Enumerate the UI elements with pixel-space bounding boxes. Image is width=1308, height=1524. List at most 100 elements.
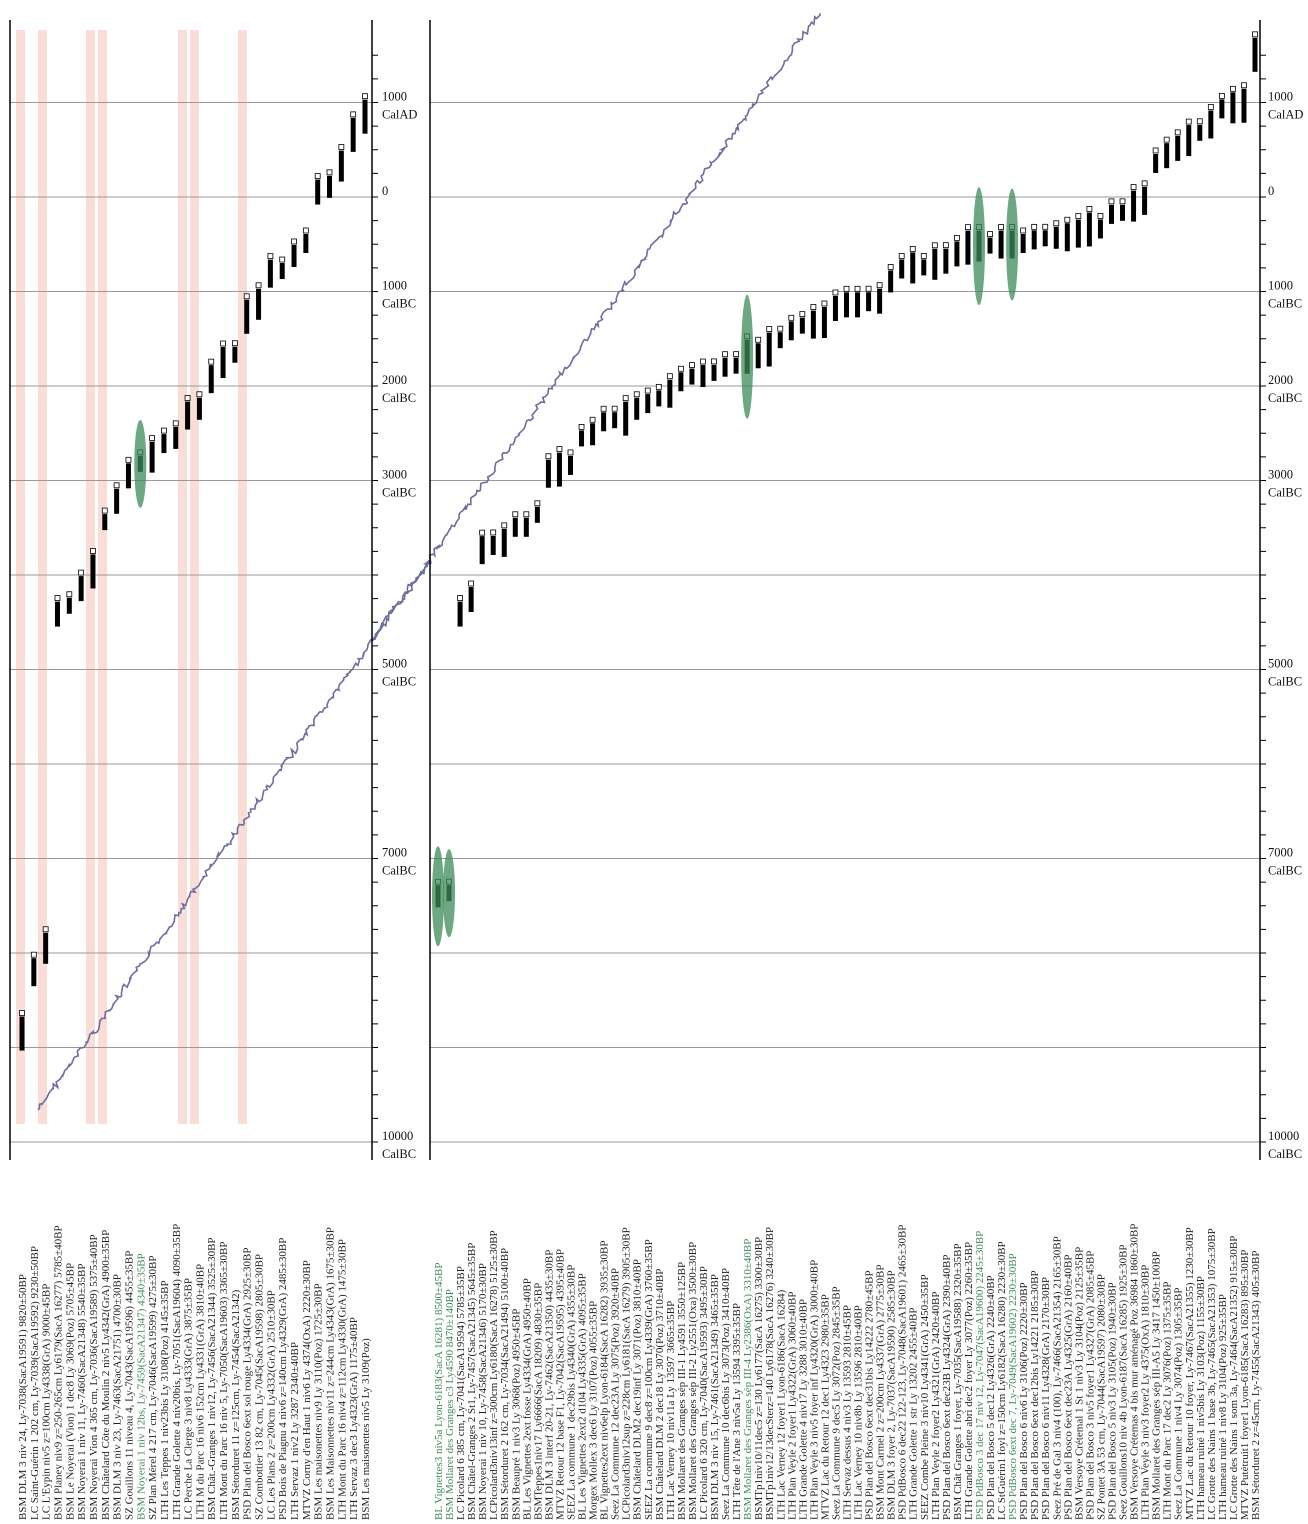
- sample-label: BSM Sétorduret 2 z=45cm, Ly-7455(SacA213…: [1250, 1251, 1262, 1521]
- date-bar: [877, 288, 883, 314]
- sample-label: BSM Mollaret des Granges sép III-2 Ly255…: [687, 1242, 699, 1520]
- date-bar: [1252, 37, 1258, 72]
- date-box: [208, 358, 215, 365]
- date-box: [302, 227, 309, 234]
- date-box: [942, 242, 949, 249]
- sample-label: LC Grotte des Nains 1 som 3a, Ly-7464(Sa…: [1228, 1236, 1240, 1520]
- date-bar: [965, 230, 971, 265]
- date-bar: [722, 357, 728, 377]
- sample-label: LTH Grande Golette abri dec2 foyer Ly 30…: [963, 1242, 975, 1520]
- date-bar: [43, 932, 49, 964]
- date-bar: [832, 295, 838, 321]
- calibrated-dates: [19, 31, 1258, 1051]
- pink-band-0: [16, 30, 25, 1124]
- sample-label: LTH Servaz 1 niv2 Ly 3287 2340±40BP: [289, 1342, 301, 1520]
- sample-label: PSD Plan del Bosco 5 niv3 Ly 3105(Poz) 1…: [1107, 1282, 1119, 1520]
- date-bar: [921, 259, 927, 276]
- sample-label: BSM Chât Granges 1 foyer, Ly-7035(SacA19…: [952, 1243, 964, 1520]
- sample-label: BSM Châtelard DLM2 dec19inf Ly 3071(Poz)…: [632, 1259, 644, 1520]
- date-bar: [244, 299, 250, 334]
- sample-label: LTH Plan Veyle 3 niv5 foyer inf Ly4320(G…: [808, 1260, 820, 1520]
- axis-tick-label-left-7: 10000: [382, 1129, 413, 1143]
- axis-era-label-right-7: CalBC: [1268, 1147, 1302, 1161]
- axis-era-label-left-7: CalBC: [382, 1147, 416, 1161]
- sample-label: PSD Plan del Bosco 6 niv11 Ly4328(GrA) 2…: [1040, 1277, 1052, 1520]
- axis-tick-label-left-2: 1000: [382, 279, 407, 293]
- date-box: [220, 340, 226, 347]
- date-box: [1075, 213, 1082, 220]
- sample-label: BSM Mollaret des Granges c3 Ly4590 8470±…: [444, 1289, 456, 1520]
- date-box: [1252, 31, 1258, 38]
- axis-tick-label-right-6: 7000: [1268, 846, 1293, 860]
- sample-label: BSM DLM 3 niv 24, Ly-7038(SacA19591) 982…: [17, 1274, 29, 1520]
- date-box: [1020, 227, 1027, 234]
- sample-label: BSM DLM 3 foyer 2, Ly-7037(SacA19590) 25…: [886, 1270, 898, 1520]
- sample-label: LTH hameau ruiné 1 niv8 Ly 3104(Poz) 925…: [1217, 1294, 1229, 1520]
- date-box: [876, 282, 883, 289]
- sample-label: SZ Pontet 3A 53 cm, Ly-7044(SacA19597) 2…: [1095, 1274, 1107, 1520]
- calibration-curve-right: [371, 13, 821, 641]
- date-box: [700, 358, 706, 365]
- sample-label: BSM Châtelard DLM 2 dec18 Ly 3070(Poz) 3…: [654, 1269, 666, 1520]
- date-bar: [114, 488, 120, 514]
- date-bar: [799, 317, 805, 334]
- sample-label: BSM DLM 3 niv 15, Ly-7461(SacA21349) 346…: [709, 1274, 721, 1520]
- date-bar: [78, 576, 84, 602]
- date-bar: [1208, 110, 1214, 139]
- sample-label: LTH Grande Golette 4 niv20bis, Ly-7051(S…: [171, 1224, 183, 1520]
- date-box: [832, 289, 839, 296]
- sample-label: LTH Tête de l'Ane 3 niv5a Ly 13594 3395±…: [731, 1303, 743, 1520]
- date-bar: [733, 357, 739, 374]
- sample-label: PSD Bois de Piagnu 4 niv6 z=140cm Ly4329…: [277, 1238, 289, 1520]
- date-box: [184, 395, 191, 401]
- date-box: [755, 336, 762, 343]
- date-bar: [645, 394, 651, 414]
- sample-label: PSD Plan del Bosco 3 niv5 foyer1 Ly4327(…: [1084, 1251, 1096, 1520]
- sample-label: LTH Lac Verney 10 niv8b Ly 13596 2810±40…: [853, 1305, 865, 1520]
- date-bar: [777, 332, 783, 349]
- date-bar: [556, 452, 562, 487]
- date-box: [54, 595, 61, 601]
- date-bar: [855, 292, 861, 318]
- date-bar: [1142, 186, 1148, 215]
- date-box: [843, 285, 850, 292]
- sample-label: Morgex Mollex 3 dec6 Ly 3107(Poz) 4055±3…: [588, 1301, 600, 1520]
- sample-label: LTH Grande Golette 1 str Ly 13202 2455±4…: [908, 1308, 920, 1520]
- sample-label: LTH Mont du Parc 17 dec2 Ly 3076(Poz) 13…: [1162, 1282, 1174, 1520]
- date-bar: [1164, 143, 1170, 169]
- axis-tick-label-right-0: 1000: [1268, 90, 1293, 104]
- date-box: [722, 351, 728, 358]
- sample-label: BSM Châtelard Côte du Moulin 2 niv5 Ly43…: [100, 1230, 112, 1520]
- date-bar: [1042, 230, 1048, 247]
- date-box: [350, 111, 357, 118]
- axis-tick-label-right-4: 3000: [1268, 468, 1293, 482]
- date-bar: [810, 310, 816, 339]
- date-box: [1042, 223, 1049, 230]
- sample-label: BL Les Vignettes 2ext2 d104 Ly4335(GrA) …: [577, 1273, 589, 1520]
- date-bar: [1031, 230, 1037, 250]
- sample-label: PSD Plan del Bosco 6ext dec12bis Ly14221…: [1029, 1270, 1041, 1520]
- sample-label: BSM Chât.-Granges 1 niv12, Ly-7456(SacA2…: [206, 1237, 218, 1520]
- sample-label: BSM Les Maisonnettes niv11 z=244cm Ly434…: [325, 1227, 337, 1520]
- date-box: [1064, 216, 1071, 223]
- date-box: [255, 282, 262, 289]
- date-box: [1097, 213, 1104, 219]
- date-box: [677, 365, 684, 372]
- sample-label: LC Grotte des Nains 1 base 3b, Ly-7465(S…: [1206, 1228, 1218, 1520]
- highlight-ellipse: [134, 419, 147, 508]
- date-bar: [888, 270, 894, 293]
- date-box: [1031, 223, 1038, 230]
- date-bar: [315, 179, 321, 205]
- axis-era-label-left-4: CalBC: [382, 486, 416, 500]
- axis-era-label-left-3: CalBC: [382, 391, 416, 405]
- date-box: [733, 351, 739, 358]
- sample-label: BL Vignettes3 niv5a Lyon-6183(SacA 16281…: [433, 1263, 445, 1520]
- sample-label: LTH Mont du Parc 16 niv 5, Ly-7050(SacA1…: [218, 1242, 230, 1520]
- sample-label: Seez Gouillons10 niv 4b Lyon-6187(SacA 1…: [1118, 1244, 1130, 1520]
- sample-label: LTH Plan Veyle 2 foyer1 Ly4322(GrA) 3060…: [786, 1292, 798, 1520]
- date-box: [887, 264, 894, 270]
- highlight-ellipse: [741, 294, 754, 419]
- date-bar: [149, 441, 155, 473]
- sample-label: PSD Plan del Bosco 6ext sol rouge Ly4334…: [242, 1248, 254, 1520]
- pink-band-4: [178, 30, 187, 1124]
